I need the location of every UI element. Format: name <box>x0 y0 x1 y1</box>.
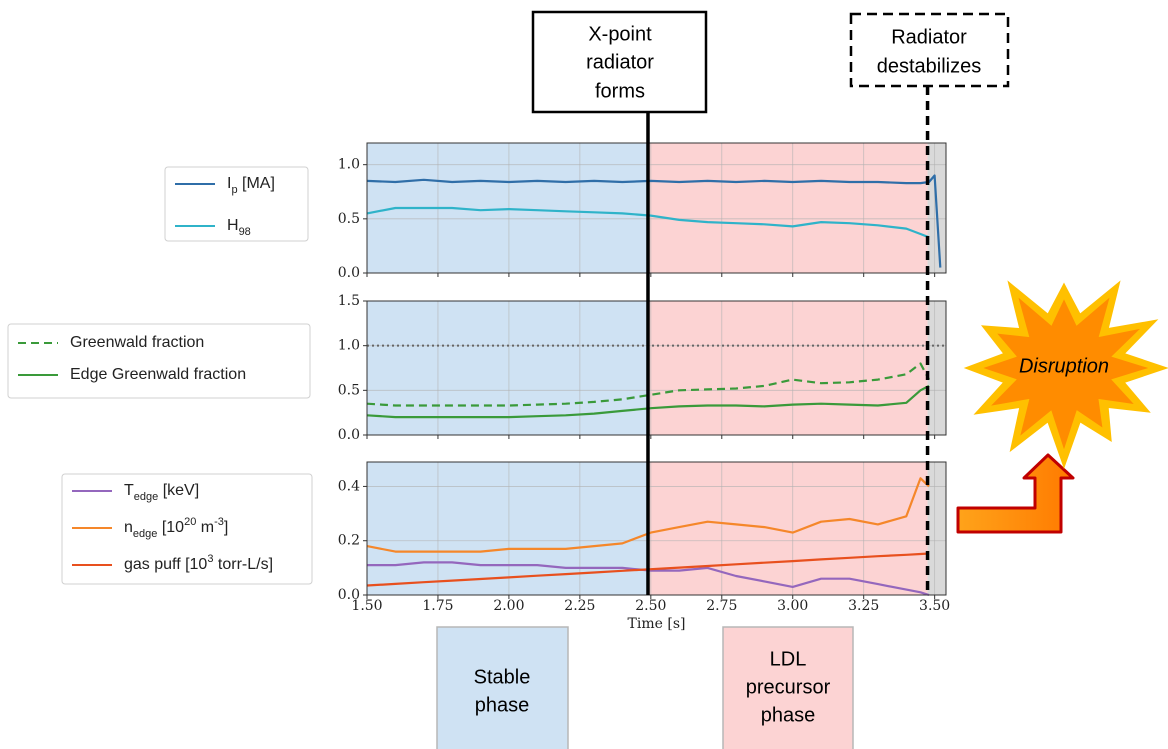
annotation: destabilizes <box>877 55 982 77</box>
x-tick-label: 1.50 <box>351 598 382 614</box>
x-tick-label: 3.00 <box>777 598 808 614</box>
series-line <box>366 174 942 268</box>
series-line <box>366 552 930 587</box>
y-tick-label: 0.0 <box>338 587 360 603</box>
phase-region <box>647 143 928 273</box>
annotation: LDL <box>770 648 807 670</box>
annotation: Stable <box>474 666 531 688</box>
legend-label: nedge​ [1020​ m-3​] <box>124 516 228 540</box>
legend-box <box>164 166 309 242</box>
x-tick-label: 2.50 <box>635 598 666 614</box>
annotation: Radiator <box>891 26 967 48</box>
y-tick-label: 1.0 <box>338 157 360 173</box>
legend-box <box>7 323 311 399</box>
annotation: precursor <box>746 676 831 698</box>
x-axis-label: Time [s] <box>628 616 686 632</box>
plot-frame <box>366 142 947 274</box>
x-tick-label: 3.50 <box>919 598 950 614</box>
series-line <box>366 206 930 239</box>
y-tick-label: 0.0 <box>338 427 360 443</box>
legend-label: Edge Greenwald fraction <box>70 366 246 383</box>
annotation: phase <box>475 694 530 716</box>
legend-label: gas puff [103​ torr-L/s] <box>124 553 273 573</box>
y-tick-label: 0.4 <box>338 478 360 494</box>
legend-label: Ip​ [MA] <box>227 175 275 196</box>
xpoint-box <box>531 10 708 114</box>
phase-region <box>647 301 928 435</box>
starburst-layer <box>983 297 1149 450</box>
series-line <box>367 561 930 597</box>
series-line <box>366 477 930 553</box>
y-tick-label: 1.0 <box>338 338 360 354</box>
x-tick-label: 2.75 <box>706 598 737 614</box>
annotation: X-point <box>588 23 652 45</box>
annotation: forms <box>595 80 645 102</box>
disruption-label: Disruption <box>1019 355 1109 377</box>
legend-label: Tedge​ [keV] <box>124 482 199 503</box>
arrow <box>956 453 1075 534</box>
plot-frame <box>366 461 947 596</box>
y-tick-label: 0.2 <box>338 533 360 549</box>
ldl-box <box>722 626 854 749</box>
legend-box <box>61 473 313 585</box>
y-tick-label: 0.5 <box>338 211 360 227</box>
phase-region <box>927 301 946 435</box>
annotation: radiator <box>586 51 654 73</box>
destabilizes-box <box>849 12 1010 88</box>
series-line <box>366 362 930 407</box>
y-tick-label: 1.5 <box>338 293 360 309</box>
phase-region <box>647 462 928 595</box>
legend-label: Greenwald fraction <box>70 334 204 351</box>
y-tick-label: 0.5 <box>338 382 360 398</box>
y-tick-label: 0.0 <box>338 265 360 281</box>
starburst <box>963 280 1168 469</box>
stable-box <box>436 626 569 749</box>
x-tick-label: 2.25 <box>564 598 595 614</box>
annotation: phase <box>761 704 816 726</box>
plot-frame <box>366 300 947 436</box>
series-line <box>366 384 930 419</box>
phase-region <box>367 301 648 435</box>
phase-region <box>367 462 648 595</box>
x-tick-label: 2.00 <box>493 598 524 614</box>
phase-region <box>927 462 946 595</box>
legend-label: H98​ <box>227 217 251 238</box>
x-tick-label: 3.25 <box>848 598 879 614</box>
x-tick-label: 1.75 <box>422 598 453 614</box>
